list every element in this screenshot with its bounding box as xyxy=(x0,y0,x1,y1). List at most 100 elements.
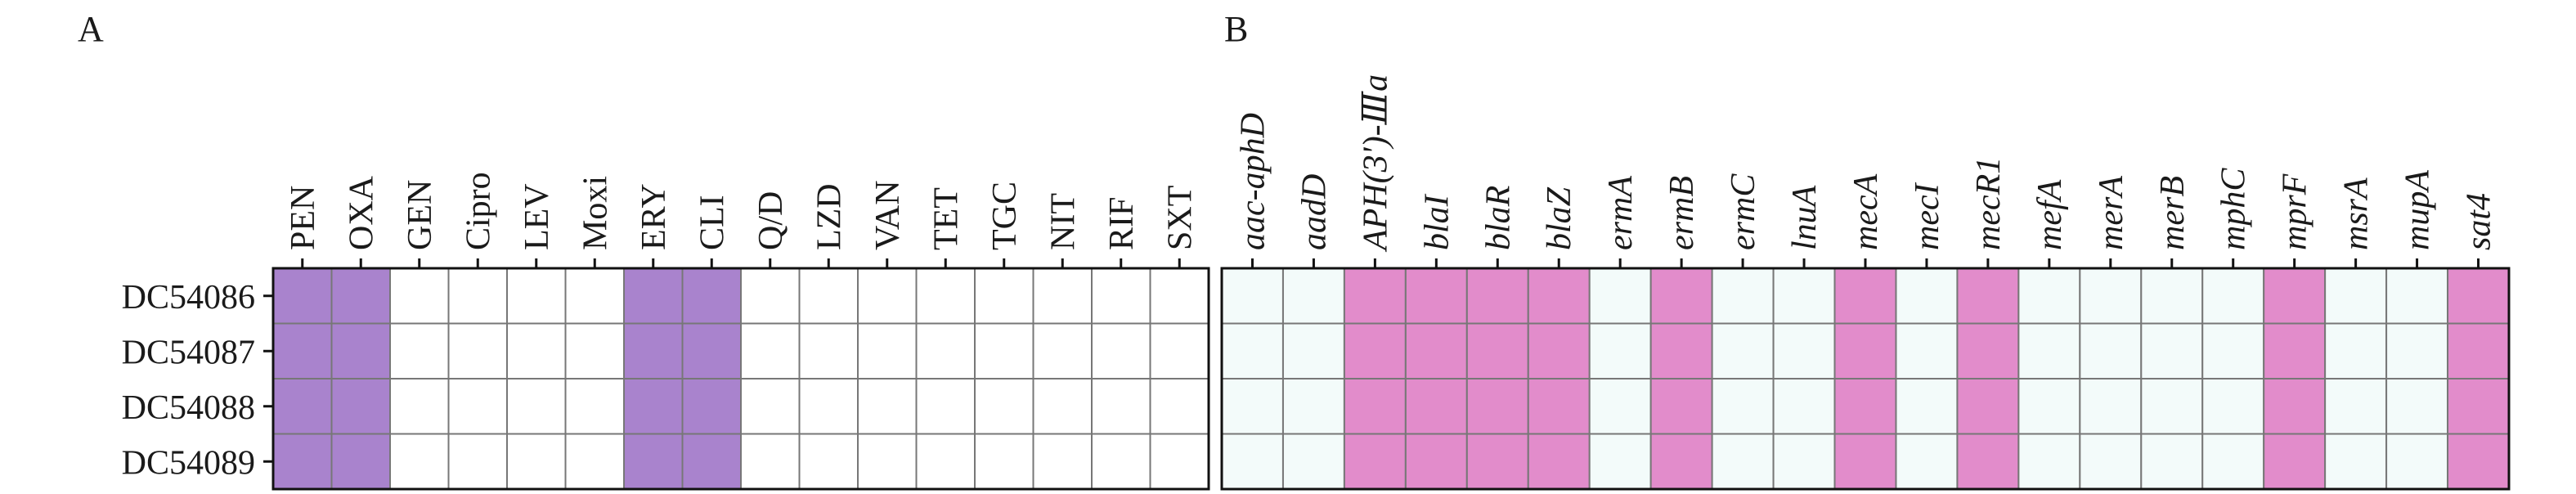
heatmap-cell-dc54086-mupa xyxy=(2385,267,2449,325)
heatmap-cell-dc54088-lev xyxy=(506,378,567,435)
heatmap-cell-dc54088-mprf xyxy=(2263,378,2327,435)
heatmap-cell-dc54087-mprf xyxy=(2263,322,2327,379)
heatmap-cell-dc54087-lev xyxy=(506,322,567,379)
heatmap-cell-dc54088-blaz xyxy=(1527,378,1591,435)
heatmap-cell-dc54089-ermb xyxy=(1649,433,1713,490)
heatmap-cell-dc54086-ermb xyxy=(1649,267,1713,325)
heatmap-cells xyxy=(272,267,1209,490)
heatmap-cell-dc54088-lnua xyxy=(1772,378,1836,435)
column-label-rif: RIF xyxy=(1103,197,1141,250)
row-label-dc54087: DC54087 xyxy=(122,334,255,371)
heatmap-cell-dc54089-blar xyxy=(1465,433,1529,490)
heatmap-cell-dc54089-sxt xyxy=(1149,433,1209,490)
heatmap-cell-dc54087-nit xyxy=(1032,322,1093,379)
column-label-tgc: TGC xyxy=(986,182,1024,250)
column-label-mupa: mupA xyxy=(2399,170,2437,250)
heatmap-cell-dc54089-mphc xyxy=(2201,433,2265,490)
column-label-erma: ermA xyxy=(1602,176,1640,250)
heatmap-cell-dc54086-moxi xyxy=(564,267,625,325)
column-label-lnua: lnuA xyxy=(1786,185,1824,250)
heatmap-cell-dc54089-mecr1 xyxy=(1956,433,2020,490)
heatmap-cell-dc54087-aac-aphd xyxy=(1221,322,1284,379)
heatmap-cell-dc54086-mphc xyxy=(2201,267,2265,325)
heatmap-cell-dc54089-meca xyxy=(1833,433,1897,490)
heatmap-cell-dc54086-q-d xyxy=(740,267,801,325)
column-label-lev: LEV xyxy=(518,183,556,250)
heatmap-cell-dc54088-mphc xyxy=(2201,378,2265,435)
heatmap-cell-dc54086-nit xyxy=(1032,267,1093,325)
heatmap-cell-dc54089-aac-aphd xyxy=(1221,433,1284,490)
heatmap-cell-dc54088-gen xyxy=(389,378,450,435)
heatmap-cell-dc54088-mefa xyxy=(2017,378,2081,435)
heatmap-cell-dc54089-van xyxy=(857,433,918,490)
heatmap-cell-dc54088-ery xyxy=(623,378,684,435)
heatmap-cell-dc54089-cipro xyxy=(447,433,508,490)
heatmap-cell-dc54089-rif xyxy=(1091,433,1151,490)
heatmap-cell-dc54087-pen xyxy=(272,322,333,379)
heatmap-cell-dc54088-moxi xyxy=(564,378,625,435)
heatmap-cell-dc54088-meca xyxy=(1833,378,1897,435)
heatmap-cell-dc54089-nit xyxy=(1032,433,1093,490)
heatmap-cell-dc54087-merb xyxy=(2140,322,2204,379)
heatmap-cell-dc54087-mera xyxy=(2079,322,2143,379)
heatmap-cell-dc54086-sxt xyxy=(1149,267,1209,325)
heatmap-cell-dc54086-lev xyxy=(506,267,567,325)
heatmap-cell-dc54087-q-d xyxy=(740,322,801,379)
row-label-dc54089: DC54089 xyxy=(122,444,255,482)
heatmap-cell-dc54088-tet xyxy=(915,378,976,435)
heatmap-cell-dc54088-rif xyxy=(1091,378,1151,435)
heatmap-cell-dc54087-tgc xyxy=(974,322,1034,379)
heatmap-cell-dc54086-mprf xyxy=(2263,267,2327,325)
column-label-oxa: OXA xyxy=(343,175,380,250)
heatmap-cell-dc54088-pen xyxy=(272,378,333,435)
heatmap-cell-dc54086-tgc xyxy=(974,267,1034,325)
heatmap-cell-dc54089-q-d xyxy=(740,433,801,490)
column-label-mphc: mphC xyxy=(2215,168,2253,250)
heatmap-cell-dc54087-gen xyxy=(389,322,450,379)
heatmap-cell-dc54086-aac-aphd xyxy=(1221,267,1284,325)
heatmap-cell-dc54088-mera xyxy=(2079,378,2143,435)
heatmap-cell-dc54087-oxa xyxy=(330,322,391,379)
heatmap-cell-dc54087-msra xyxy=(2324,322,2388,379)
heatmap-cell-dc54087-mecr1 xyxy=(1956,322,2020,379)
heatmap-cell-dc54087-sxt xyxy=(1149,322,1209,379)
heatmap-cell-dc54087-ery xyxy=(623,322,684,379)
heatmap-cell-dc54086-cipro xyxy=(447,267,508,325)
column-label-gen: GEN xyxy=(402,180,439,250)
row-label-dc54086: DC54086 xyxy=(122,279,255,317)
heatmap-cell-dc54086-lnua xyxy=(1772,267,1836,325)
column-label-meci: mecI xyxy=(1909,182,1946,250)
heatmap-cell-dc54087-moxi xyxy=(564,322,625,379)
heatmap-cell-dc54088-nit xyxy=(1032,378,1093,435)
heatmap-cell-dc54088-merb xyxy=(2140,378,2204,435)
column-label-blai: blaI xyxy=(1418,193,1456,250)
heatmap-cell-dc54088-aac-aphd xyxy=(1221,378,1284,435)
heatmap-cell-dc54088-mecr1 xyxy=(1956,378,2020,435)
heatmap-cell-dc54089-tet xyxy=(915,433,976,490)
heatmap-cell-dc54086-cli xyxy=(681,267,742,325)
heatmap-cell-dc54088-van xyxy=(857,378,918,435)
column-label-sxt: SXT xyxy=(1161,186,1199,250)
heatmap-cell-dc54088-blai xyxy=(1404,378,1468,435)
heatmap-cell-dc54088-mupa xyxy=(2385,378,2449,435)
heatmap-cell-dc54089-erma xyxy=(1588,433,1652,490)
heatmap-cell-dc54086-oxa xyxy=(330,267,391,325)
heatmap-cell-dc54087-van xyxy=(857,322,918,379)
heatmap-cell-dc54089-tgc xyxy=(974,433,1034,490)
column-label-mprf: mprF xyxy=(2277,173,2314,250)
heatmap-cell-dc54087-ermb xyxy=(1649,322,1713,379)
heatmap-cell-dc54086-lzd xyxy=(798,267,859,325)
column-label-msra: msrA xyxy=(2338,177,2376,250)
heatmap-cell-dc54089-mera xyxy=(2079,433,2143,490)
column-label-lzd: LZD xyxy=(810,183,848,250)
heatmap-cell-dc54088-ermc xyxy=(1711,378,1775,435)
column-label-cli: CLI xyxy=(693,195,731,250)
heatmap-cell-dc54089-aadd xyxy=(1281,433,1345,490)
heatmap-cells xyxy=(1221,267,2511,490)
heatmap-cell-dc54089-merb xyxy=(2140,433,2204,490)
heatmap-cell-dc54087-aadd xyxy=(1281,322,1345,379)
heatmap-cell-dc54087-meci xyxy=(1895,322,1959,379)
column-label-blar: blaR xyxy=(1479,186,1517,250)
heatmap-frame xyxy=(272,267,1210,491)
heatmap-cell-dc54086-merb xyxy=(2140,267,2204,325)
